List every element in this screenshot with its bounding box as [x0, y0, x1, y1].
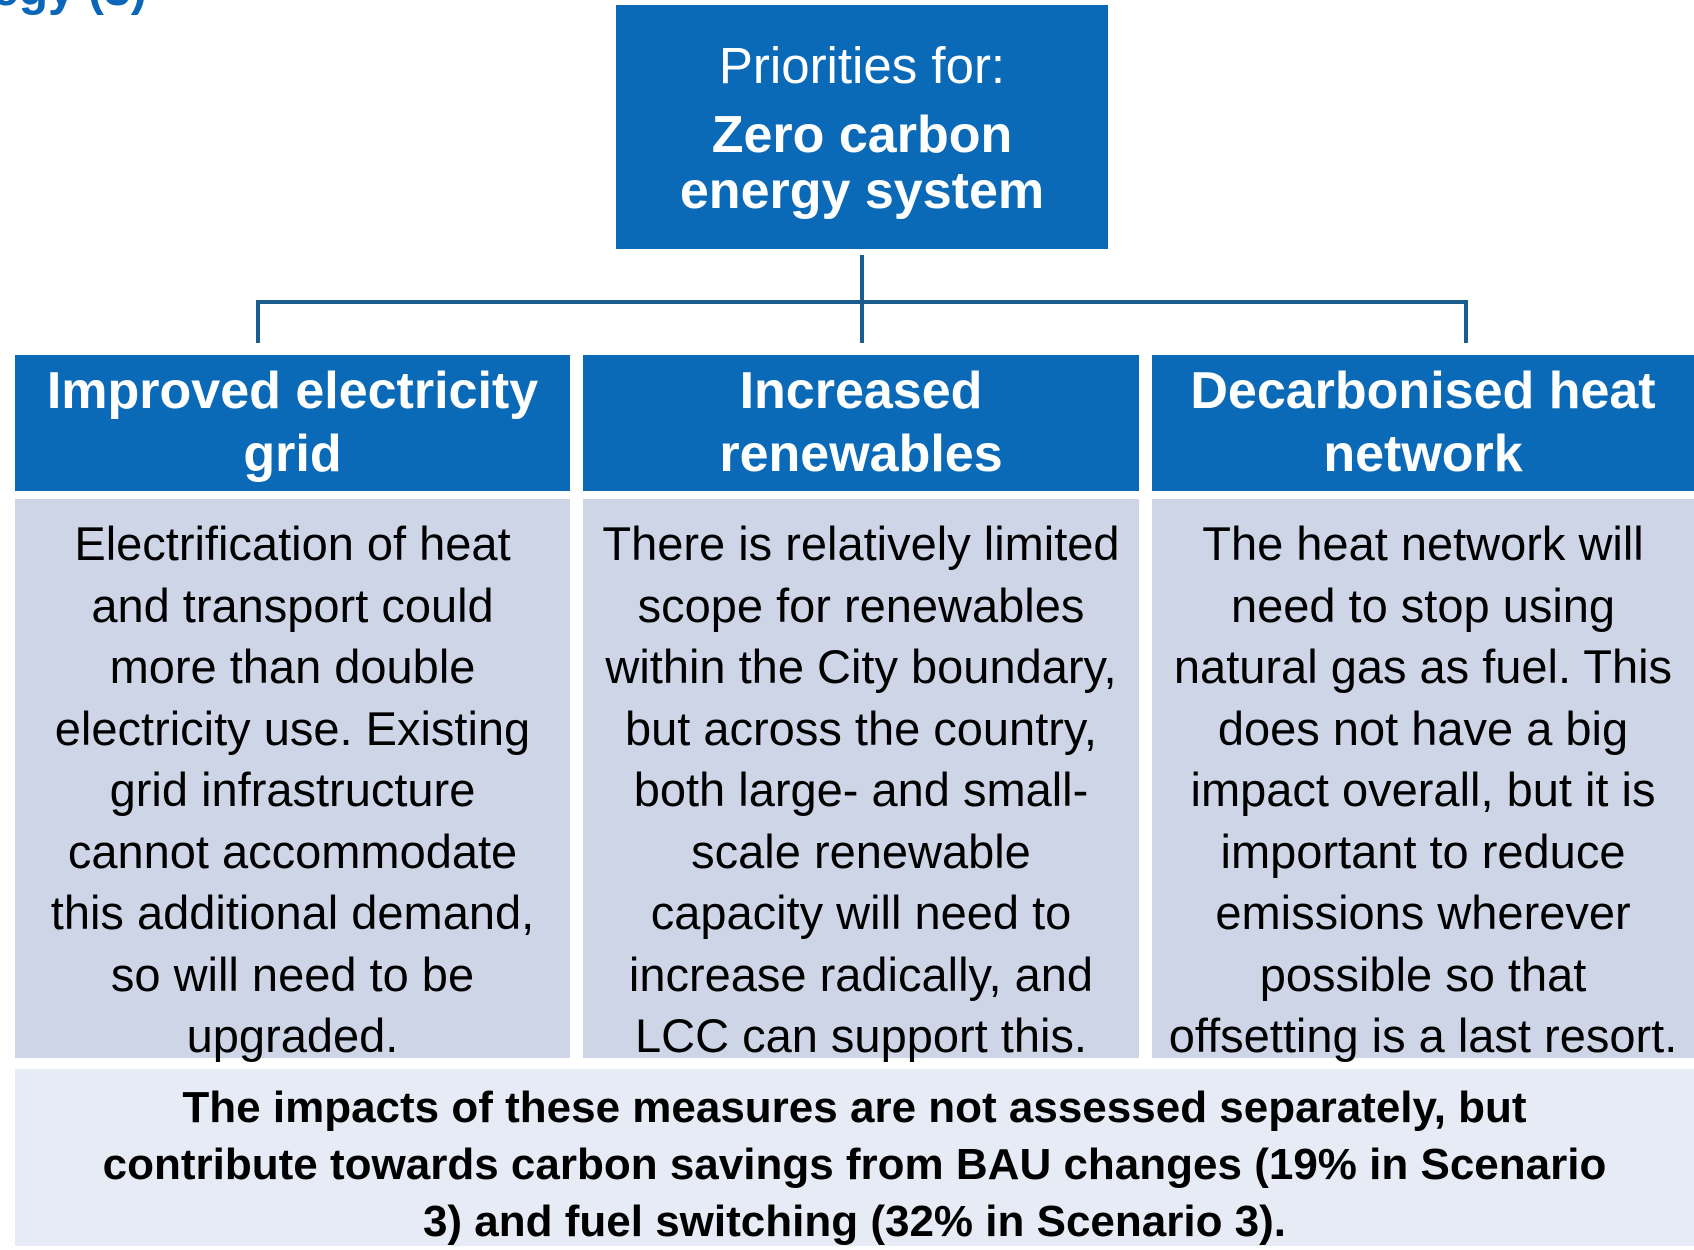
body-line: natural gas as fuel. This [1173, 640, 1673, 693]
column-heading: Increased renewables [583, 355, 1139, 491]
body-line: scope for renewables [637, 578, 1085, 632]
body-line: emissions wherever [1215, 886, 1631, 939]
footer-line: 3) and fuel switching (32% in Scenario 3… [422, 1197, 1287, 1246]
heading-line: network [1323, 425, 1523, 483]
footer-line: The impacts of these measures are not as… [182, 1083, 1527, 1132]
page-title: egy (3) [0, 0, 147, 17]
top-title-line: energy system [679, 162, 1045, 220]
heading-line: grid [243, 425, 342, 483]
footer-box: The impacts of these measures are not as… [15, 1069, 1694, 1246]
body-line: offsetting is a last resort. [1168, 1009, 1678, 1062]
body-line: increase radically, and [628, 947, 1094, 1001]
body-line: possible so that [1259, 947, 1587, 1001]
body-line: grid infrastructure [109, 763, 476, 816]
body-line: both large- and small- [633, 763, 1089, 816]
body-line: more than double [109, 640, 476, 693]
column-heading: Decarbonised heat network [1152, 355, 1694, 491]
body-line: cannot accommodate [67, 824, 518, 878]
body-line: within the City boundary, [605, 640, 1117, 693]
body-line: The heat network will [1202, 517, 1644, 570]
body-line: Electrification of heat [74, 517, 511, 570]
body-line: upgraded. [186, 1009, 399, 1062]
top-title-line: Zero carbon [711, 106, 1013, 164]
body-line: need to stop using [1230, 578, 1616, 632]
column-heading: Improved electricity grid [15, 355, 570, 491]
column-body: The heat network will need to stop using n… [1152, 499, 1694, 1062]
footer-line: contribute towards carbon savings from B… [102, 1140, 1607, 1189]
body-line: scale renewable [691, 824, 1031, 878]
body-line: important to reduce [1220, 824, 1626, 878]
column-body: Electrification of heat and transport cou… [15, 499, 570, 1062]
body-line: impact overall, but it is [1190, 763, 1656, 816]
heading-line: renewables [719, 425, 1003, 483]
heading-line: Improved electricity [46, 362, 539, 420]
body-line: but across the country, [625, 701, 1097, 755]
column-body: There is relatively limited scope for ren… [583, 499, 1139, 1062]
body-line: LCC can support this. [635, 1009, 1087, 1062]
heading-line: Increased [739, 362, 983, 420]
body-line: There is relatively limited [602, 517, 1120, 570]
body-line: does not have a big [1217, 701, 1629, 755]
top-box: Priorities for: Zero carbon energy system [616, 5, 1108, 249]
body-line: and transport could [91, 578, 494, 632]
heading-line: Decarbonised heat [1190, 362, 1656, 420]
top-label: Priorities for: [718, 37, 1006, 94]
body-line: this additional demand, [50, 886, 535, 939]
body-line: capacity will need to [650, 886, 1072, 939]
body-line: so will need to be [110, 947, 475, 1001]
body-line: electricity use. Existing [54, 701, 531, 755]
